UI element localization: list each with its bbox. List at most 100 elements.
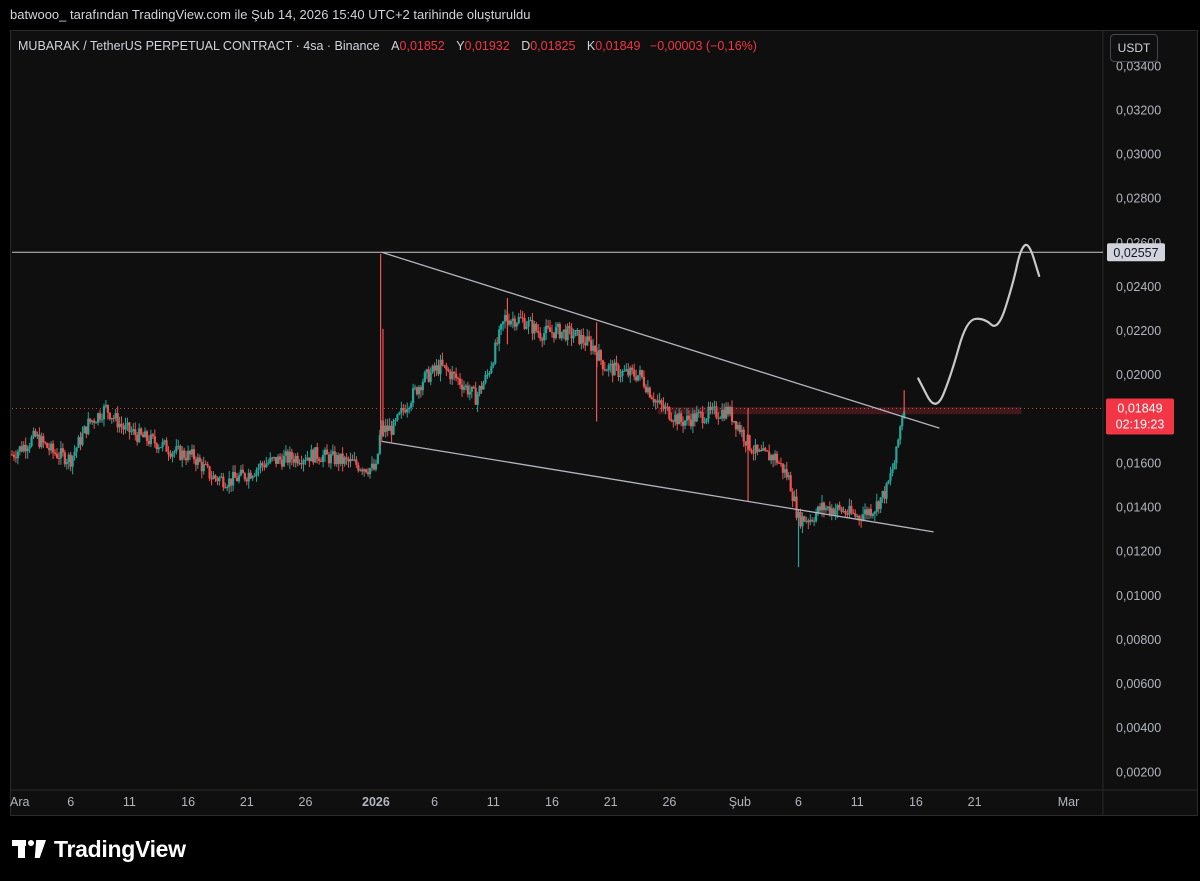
candle-body <box>335 454 338 465</box>
candle-body <box>447 369 450 372</box>
symbol-name[interactable]: MUBARAK / TetherUS PERPETUAL CONTRACT · … <box>18 39 380 53</box>
resistance-zone[interactable] <box>657 407 1022 415</box>
candle-body <box>394 420 397 422</box>
tradingview-logo[interactable]: TradingView <box>12 835 186 863</box>
candle-body <box>108 412 111 420</box>
candle-body <box>382 425 385 433</box>
candle-body <box>752 452 755 454</box>
candle-body <box>134 429 137 435</box>
candle-body <box>738 424 741 433</box>
candle-body <box>300 463 303 465</box>
candle-body <box>813 520 816 522</box>
candle-body <box>292 459 295 463</box>
candle-body <box>703 422 706 424</box>
candle-body <box>363 469 366 472</box>
symbol-legend: MUBARAK / TetherUS PERPETUAL CONTRACT · … <box>18 39 757 53</box>
candle-body <box>848 505 851 515</box>
candle-body <box>406 408 409 413</box>
candle-body <box>887 480 890 484</box>
candle-body <box>863 509 867 515</box>
candle-body <box>754 444 757 454</box>
candle-body <box>220 476 223 478</box>
candle-body <box>734 421 738 430</box>
candle-body <box>713 406 716 408</box>
candle-body <box>815 513 818 521</box>
candle-body <box>652 399 655 403</box>
candle-body <box>106 404 109 413</box>
candle-body <box>361 469 364 472</box>
candle-body <box>629 367 632 376</box>
candle-body <box>179 446 182 460</box>
chart-panel[interactable] <box>10 30 1198 816</box>
candle-body <box>861 514 865 521</box>
candle-body <box>736 424 739 430</box>
candle-body <box>198 457 201 462</box>
tradingview-mark-icon <box>12 838 48 860</box>
close-label: K <box>586 39 596 53</box>
candle-body <box>621 370 624 376</box>
candle-body <box>302 460 305 465</box>
candle-body <box>165 440 168 452</box>
candle-body <box>145 431 149 441</box>
candle-body <box>255 469 258 476</box>
candle-body <box>568 326 571 328</box>
candle-body <box>378 434 381 454</box>
trendline[interactable] <box>381 440 934 533</box>
candle-body <box>143 431 147 438</box>
candle-body <box>488 372 491 375</box>
projection-drawing[interactable] <box>917 243 1041 405</box>
candle-body <box>392 420 395 435</box>
candle-body <box>355 459 358 466</box>
candle-body <box>136 434 139 442</box>
candle-body <box>668 407 671 420</box>
candle-body <box>640 370 644 378</box>
candle-body <box>388 425 391 431</box>
candle-body <box>423 372 426 382</box>
candle-body <box>410 403 413 408</box>
candle-body <box>548 327 552 332</box>
candle-body <box>775 453 779 463</box>
candle-body <box>889 473 892 481</box>
candle-body <box>257 467 260 470</box>
candle-body <box>83 426 86 434</box>
candle-body <box>161 441 164 448</box>
candle-body <box>562 329 565 332</box>
currency-button[interactable]: USDT <box>1110 34 1158 62</box>
candle-body <box>588 336 591 341</box>
candle-body <box>413 387 417 389</box>
candle-body <box>451 371 454 380</box>
x-tick-label: 26 <box>662 795 676 809</box>
candle-body <box>453 371 456 374</box>
candle-body <box>856 515 859 517</box>
candle-body <box>149 434 153 445</box>
candle-body <box>32 430 35 438</box>
candle-body <box>693 413 696 422</box>
candle-body <box>842 510 845 512</box>
candle-body <box>65 461 68 465</box>
y-tick-label: 0,01400 <box>1116 501 1161 515</box>
candle-body <box>132 429 135 432</box>
candle-body <box>676 414 679 425</box>
candle-body <box>235 477 239 482</box>
candle-body <box>507 320 511 325</box>
candle-body <box>740 429 743 433</box>
candle-body <box>523 318 526 329</box>
candle-body <box>850 505 853 513</box>
candle-body <box>186 450 190 461</box>
candle-body <box>572 336 575 339</box>
candle-body <box>425 369 428 373</box>
candle-body <box>181 450 184 460</box>
candle-body <box>644 386 648 393</box>
candle-body <box>249 472 252 479</box>
candle-body <box>349 459 352 462</box>
candle-body <box>574 330 577 337</box>
candle-body <box>331 451 334 455</box>
candle-body <box>834 510 837 515</box>
candle-body <box>789 475 792 492</box>
y-tick-label: 0,00400 <box>1116 721 1161 735</box>
candle-body <box>89 418 92 423</box>
candle-body <box>341 453 344 464</box>
trendline[interactable] <box>381 251 940 429</box>
x-tick-label: 16 <box>909 795 923 809</box>
